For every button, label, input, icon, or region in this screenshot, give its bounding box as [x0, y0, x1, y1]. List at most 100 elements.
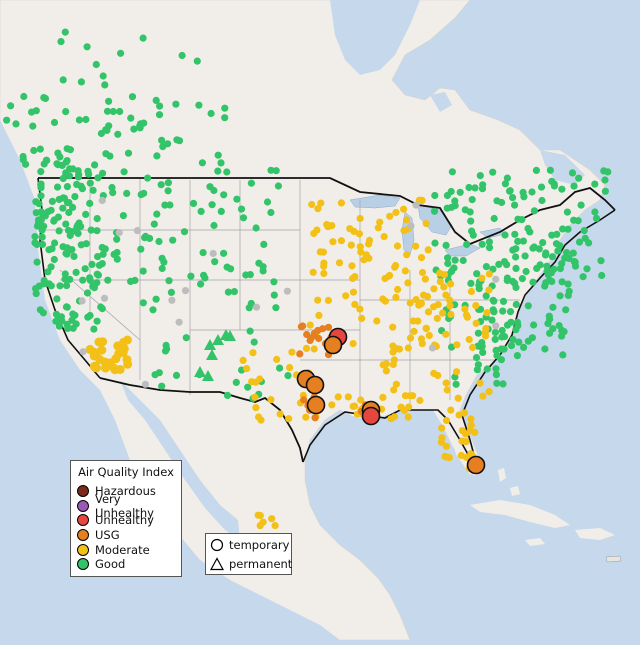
- good-monitor: [252, 224, 260, 232]
- good-monitor: [499, 297, 508, 305]
- good-monitor: [509, 277, 517, 285]
- legend-item-good: Good: [71, 557, 181, 572]
- good-monitor: [50, 255, 58, 264]
- good-monitor: [139, 34, 147, 42]
- good-monitor: [109, 107, 117, 116]
- good-monitor: [130, 125, 138, 133]
- good-monitor: [247, 179, 255, 187]
- moderate-monitor: [404, 344, 412, 352]
- moderate-monitor: [357, 396, 365, 404]
- good-monitor: [93, 227, 101, 235]
- good-monitor: [189, 199, 198, 207]
- good-monitor: [73, 180, 81, 188]
- good-monitor: [272, 304, 280, 312]
- good-monitor: [220, 191, 228, 199]
- moderate-monitor: [349, 288, 358, 296]
- good-monitor: [556, 292, 564, 300]
- good-monitor: [267, 208, 275, 217]
- moderate-monitor: [437, 438, 445, 446]
- good-monitor: [223, 391, 232, 399]
- good-monitor: [32, 290, 40, 298]
- aqi-legend: Air Quality Index Hazardous Very Unhealt…: [70, 460, 182, 577]
- good-monitor: [199, 249, 207, 257]
- moderate-monitor: [389, 323, 397, 331]
- good-monitor: [62, 220, 70, 228]
- good-monitor: [491, 335, 499, 343]
- good-monitor: [93, 270, 101, 278]
- great-lakes: [349, 194, 506, 257]
- moderate-monitor: [255, 413, 263, 421]
- good-monitor: [113, 255, 121, 263]
- moderate-monitor: [122, 355, 132, 365]
- good-monitor: [37, 168, 45, 176]
- good-monitor: [57, 313, 65, 321]
- good-monitor: [85, 170, 93, 178]
- good-monitor: [488, 316, 496, 324]
- no-data-monitor: [168, 296, 176, 304]
- good-monitor: [75, 219, 83, 227]
- good-monitor: [144, 174, 152, 182]
- moderate-monitor: [310, 345, 318, 353]
- moderate-monitor: [337, 237, 345, 245]
- no-data-monitor: [407, 222, 415, 230]
- baja-peninsula: [108, 382, 190, 522]
- moderate-monitor: [252, 378, 260, 386]
- good-monitor: [78, 185, 86, 193]
- good-monitor: [91, 161, 99, 169]
- good-monitor: [233, 195, 241, 203]
- moderate-monitor: [406, 299, 414, 307]
- moderate-monitor: [302, 344, 311, 352]
- moderate-monitor: [439, 309, 447, 317]
- good-monitor: [81, 265, 89, 273]
- good-monitor: [479, 348, 487, 356]
- good-monitor: [83, 289, 92, 297]
- moderate-monitor: [422, 325, 430, 333]
- moderate-monitor: [406, 334, 415, 342]
- james-bay: [430, 92, 452, 112]
- no-data-monitor: [79, 348, 87, 356]
- good-monitor: [473, 270, 481, 278]
- moderate-monitor: [89, 351, 99, 361]
- legend-label: USG: [95, 528, 120, 543]
- legend-item-hazardous: Hazardous: [71, 484, 181, 499]
- good-monitor: [564, 225, 572, 233]
- usg-monitor: [324, 323, 333, 331]
- good-monitor: [131, 276, 139, 284]
- good-monitor: [490, 308, 498, 316]
- good-monitor: [45, 280, 53, 288]
- moderate-monitor: [256, 511, 264, 520]
- moderate-monitor: [392, 261, 400, 270]
- moderate-monitor: [461, 305, 469, 313]
- good-monitor: [150, 220, 158, 228]
- moderate-monitor: [286, 364, 294, 372]
- moderate-monitor: [314, 296, 322, 304]
- moderate-monitor: [446, 296, 454, 304]
- no-data-monitor: [100, 294, 109, 302]
- good-monitor: [51, 239, 59, 247]
- good-monitor: [247, 299, 255, 308]
- good-monitor: [524, 224, 532, 233]
- puerto-rico: [605, 555, 622, 563]
- good-monitor: [139, 267, 147, 275]
- triangle-icon: [210, 557, 224, 571]
- moderate-monitor: [239, 356, 247, 364]
- good-monitor: [503, 174, 511, 182]
- moderate-monitor: [404, 279, 412, 287]
- moderate-monitor: [467, 415, 475, 423]
- moderate-monitor: [414, 317, 422, 325]
- good-monitor: [509, 246, 517, 254]
- moderate-monitor: [425, 331, 433, 340]
- moderate-monitor: [442, 416, 451, 425]
- moderate-monitor: [314, 205, 322, 213]
- moderate-monitor: [387, 415, 395, 423]
- good-monitor: [55, 227, 63, 235]
- temporary-monitor: [305, 375, 325, 395]
- good-monitor: [40, 94, 48, 102]
- good-monitor: [503, 276, 511, 285]
- good-monitor: [99, 72, 107, 80]
- good-monitor: [33, 240, 41, 249]
- good-monitor: [29, 122, 37, 130]
- good-monitor: [524, 302, 532, 310]
- good-monitor: [155, 369, 163, 377]
- monitor-points: [3, 28, 612, 530]
